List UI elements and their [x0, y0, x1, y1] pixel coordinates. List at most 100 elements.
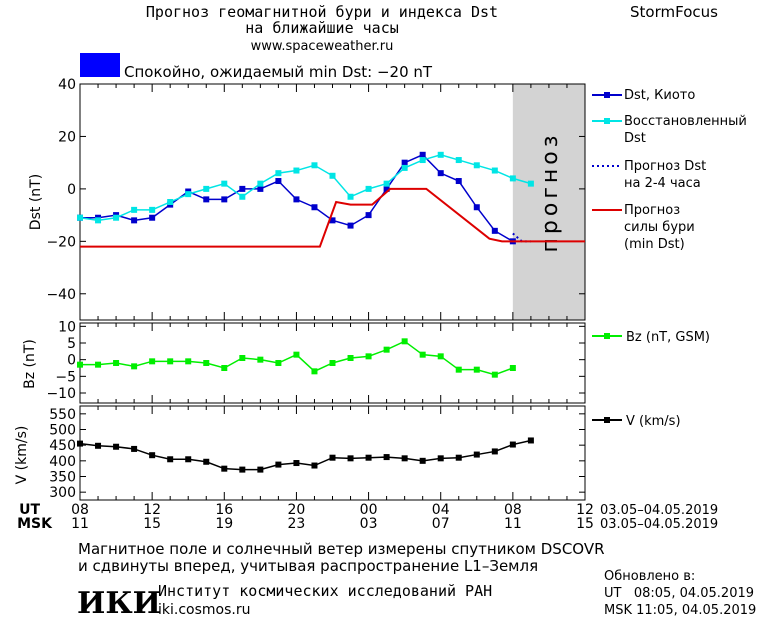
bz-ytick-label: 10 [58, 319, 76, 335]
v-ylabel: V (km/s) [14, 426, 30, 485]
dst-series-0-point [131, 217, 138, 224]
v-series-0-point [365, 454, 372, 461]
ut-label: UT [19, 502, 40, 518]
institute-url[interactable]: iki.cosmos.ru [158, 602, 250, 618]
dst-series-1-point [437, 151, 444, 158]
dst-series-1-point [221, 180, 228, 187]
dst-series-0-point [455, 178, 462, 185]
date-range-ut: 03.05–04.05.2019 [600, 503, 718, 518]
v-series-0-point [95, 442, 102, 449]
v-series-0-point [131, 445, 138, 452]
bz-series-0-point [347, 355, 354, 361]
ut-tick-label: 04 [432, 502, 450, 518]
legend-bz-marker [604, 333, 610, 339]
legend-bz: Bz (nT, GSM) [626, 330, 710, 345]
bz-series-0-point [149, 358, 156, 365]
v-series-0-point [509, 441, 516, 448]
dst-series-1-point [401, 164, 408, 171]
dst-series-0-point [401, 159, 408, 166]
bz-series-0-point [239, 355, 246, 361]
dst-series-0-point [437, 170, 444, 177]
dst-series-0-point [239, 185, 246, 192]
legend-restored-marker [604, 118, 610, 124]
bz-series-0-point [293, 351, 300, 358]
dst-series-1-point [473, 162, 480, 169]
v-ytick-label: 500 [49, 423, 76, 439]
ut-tick-label: 08 [71, 502, 89, 518]
note-line1: Магнитное поле и солнечный ветер измерен… [78, 540, 605, 558]
legend-v: V (km/s) [626, 414, 681, 429]
dst-series-0-point [149, 214, 156, 221]
legend-dst-kyoto: Dst, Киото [624, 88, 695, 103]
legend-strength-1: Прогноз [624, 203, 680, 218]
v-series-0-point [257, 466, 264, 473]
forecast-region [512, 84, 585, 320]
v-series-0-point [185, 456, 192, 463]
v-series-0-point [347, 455, 354, 462]
v-series-0-point [221, 465, 228, 472]
dst-series-0-point [383, 185, 390, 192]
dst-ylabel: Dst (nT) [28, 174, 44, 230]
dst-series-1-point [131, 206, 138, 213]
v-frame [79, 405, 586, 501]
bz-series-0-point [383, 346, 390, 353]
website-link[interactable]: www.spaceweather.ru [251, 39, 394, 54]
dst-series-1-point [419, 157, 426, 164]
legend-strength-3: (min Dst) [624, 237, 685, 252]
dst-series-1-point [113, 214, 120, 221]
updated-msk: MSK 11:05, 04.05.2019 [604, 603, 756, 618]
dst-series-1-point [527, 180, 534, 187]
msk-tick-label: 07 [432, 516, 450, 532]
bz-series-0-point [365, 353, 372, 360]
dst-panel: прогноз 40 20 0 −20 −40 Dst (nT) [28, 77, 586, 321]
legend-v-marker [604, 417, 610, 423]
ut-tick-label: 08 [504, 502, 522, 518]
dst-series-0-point [275, 178, 282, 185]
dst-series-3-line [80, 187, 585, 248]
v-series-0-point [77, 440, 83, 447]
ut-tick-label: 12 [576, 502, 594, 518]
v-series-0-point [275, 461, 282, 468]
dst-series-0-point [491, 227, 498, 234]
dst-series-1-point [149, 206, 156, 213]
dst-series-1-point [167, 199, 174, 205]
forecast-region-label: прогноз [538, 132, 563, 253]
status-text: Спокойно, ожидаемый min Dst: −20 nT [124, 63, 433, 81]
dst-series-0-point [329, 217, 336, 224]
dst-series-0-point [473, 204, 480, 211]
bz-series-0-point [509, 365, 516, 371]
ut-tick-label: 12 [143, 502, 161, 518]
v-ytick-label: 350 [49, 470, 76, 486]
bz-series-0-point [311, 368, 318, 375]
v-series-0-point [113, 443, 120, 450]
bz-series-0-point [95, 361, 102, 368]
v-series-0-line [79, 439, 532, 471]
msk-label: MSK [17, 516, 53, 532]
msk-tick-label: 19 [215, 516, 233, 532]
dst-series-0-point [203, 196, 210, 203]
dst-series-1-point [257, 180, 264, 187]
dst-ytick-label: 20 [58, 129, 76, 145]
legend-strength-2: силы бури [624, 220, 695, 235]
v-series-0-point [293, 460, 300, 467]
dst-series-0-point [221, 196, 228, 203]
status-color-box [80, 53, 120, 77]
dst-series-1-point [383, 180, 390, 187]
v-series-0-point [455, 454, 462, 461]
v-series-0-point [491, 448, 498, 455]
v-ytick-label: 550 [49, 407, 76, 423]
v-series-0-point [329, 454, 336, 461]
msk-tick-label: 03 [360, 516, 378, 532]
dst-series-0-point [347, 222, 354, 229]
v-ytick-label: 450 [49, 438, 76, 454]
v-series-0-point [383, 454, 390, 461]
updated-label: Обновлено в: [604, 569, 695, 584]
date-range-msk: 03.05–04.05.2019 [600, 517, 718, 532]
ut-tick-label: 16 [215, 502, 233, 518]
dst-series-1-point [239, 193, 246, 200]
bz-ytick-label: 5 [67, 336, 76, 352]
dst-series-1-point [365, 185, 372, 192]
bz-series-0-point [203, 360, 210, 366]
